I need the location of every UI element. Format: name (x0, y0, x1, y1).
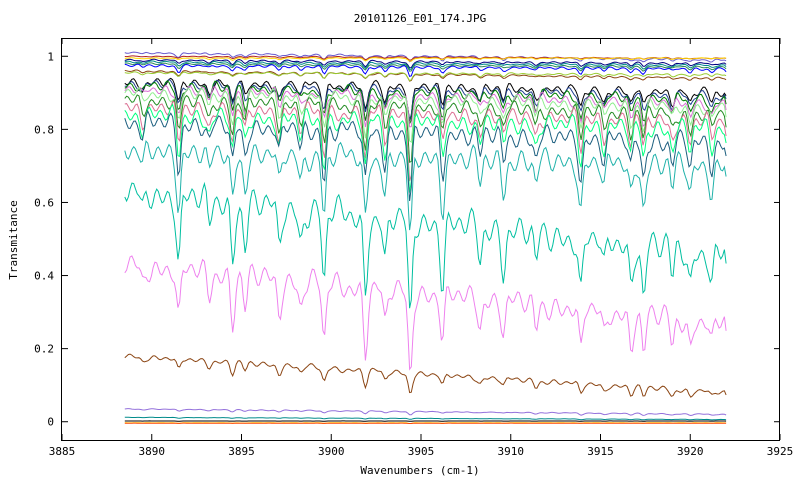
series-line (125, 256, 726, 369)
series-line (125, 141, 726, 230)
x-tick-label: 3905 (408, 445, 435, 458)
series-line (125, 111, 726, 201)
y-tick-label: 0.8 (34, 123, 54, 136)
series-line (125, 70, 726, 81)
x-tick-label: 3900 (318, 445, 345, 458)
series-line (125, 105, 726, 193)
y-axis-label: Transmitance (7, 200, 20, 279)
y-tick-label: 0.2 (34, 343, 54, 356)
series-line (125, 183, 726, 308)
y-tick-label: 0 (47, 416, 54, 429)
series-line (125, 354, 726, 397)
x-axis: 3885 3890 3895 3900 3905 3910 3915 3920 3925 (49, 38, 794, 458)
chart-title: 20101126_E01_174.JPG (354, 12, 486, 25)
series-line (125, 58, 726, 62)
x-tick-label: 3890 (139, 445, 166, 458)
y-tick-label: 0.4 (34, 270, 54, 283)
series-line (125, 417, 726, 420)
x-tick-label: 3885 (49, 445, 76, 458)
x-tick-label: 3915 (587, 445, 614, 458)
series-line (125, 409, 726, 416)
x-tick-label: 3925 (767, 445, 794, 458)
x-tick-label: 3895 (228, 445, 255, 458)
y-tick-label: 1 (47, 50, 54, 63)
x-tick-label: 3920 (677, 445, 704, 458)
y-tick-label: 0.6 (34, 196, 54, 209)
x-axis-label: Wavenumbers (cm-1) (360, 464, 479, 477)
series-group (125, 52, 726, 423)
x-tick-label: 3910 (498, 445, 525, 458)
